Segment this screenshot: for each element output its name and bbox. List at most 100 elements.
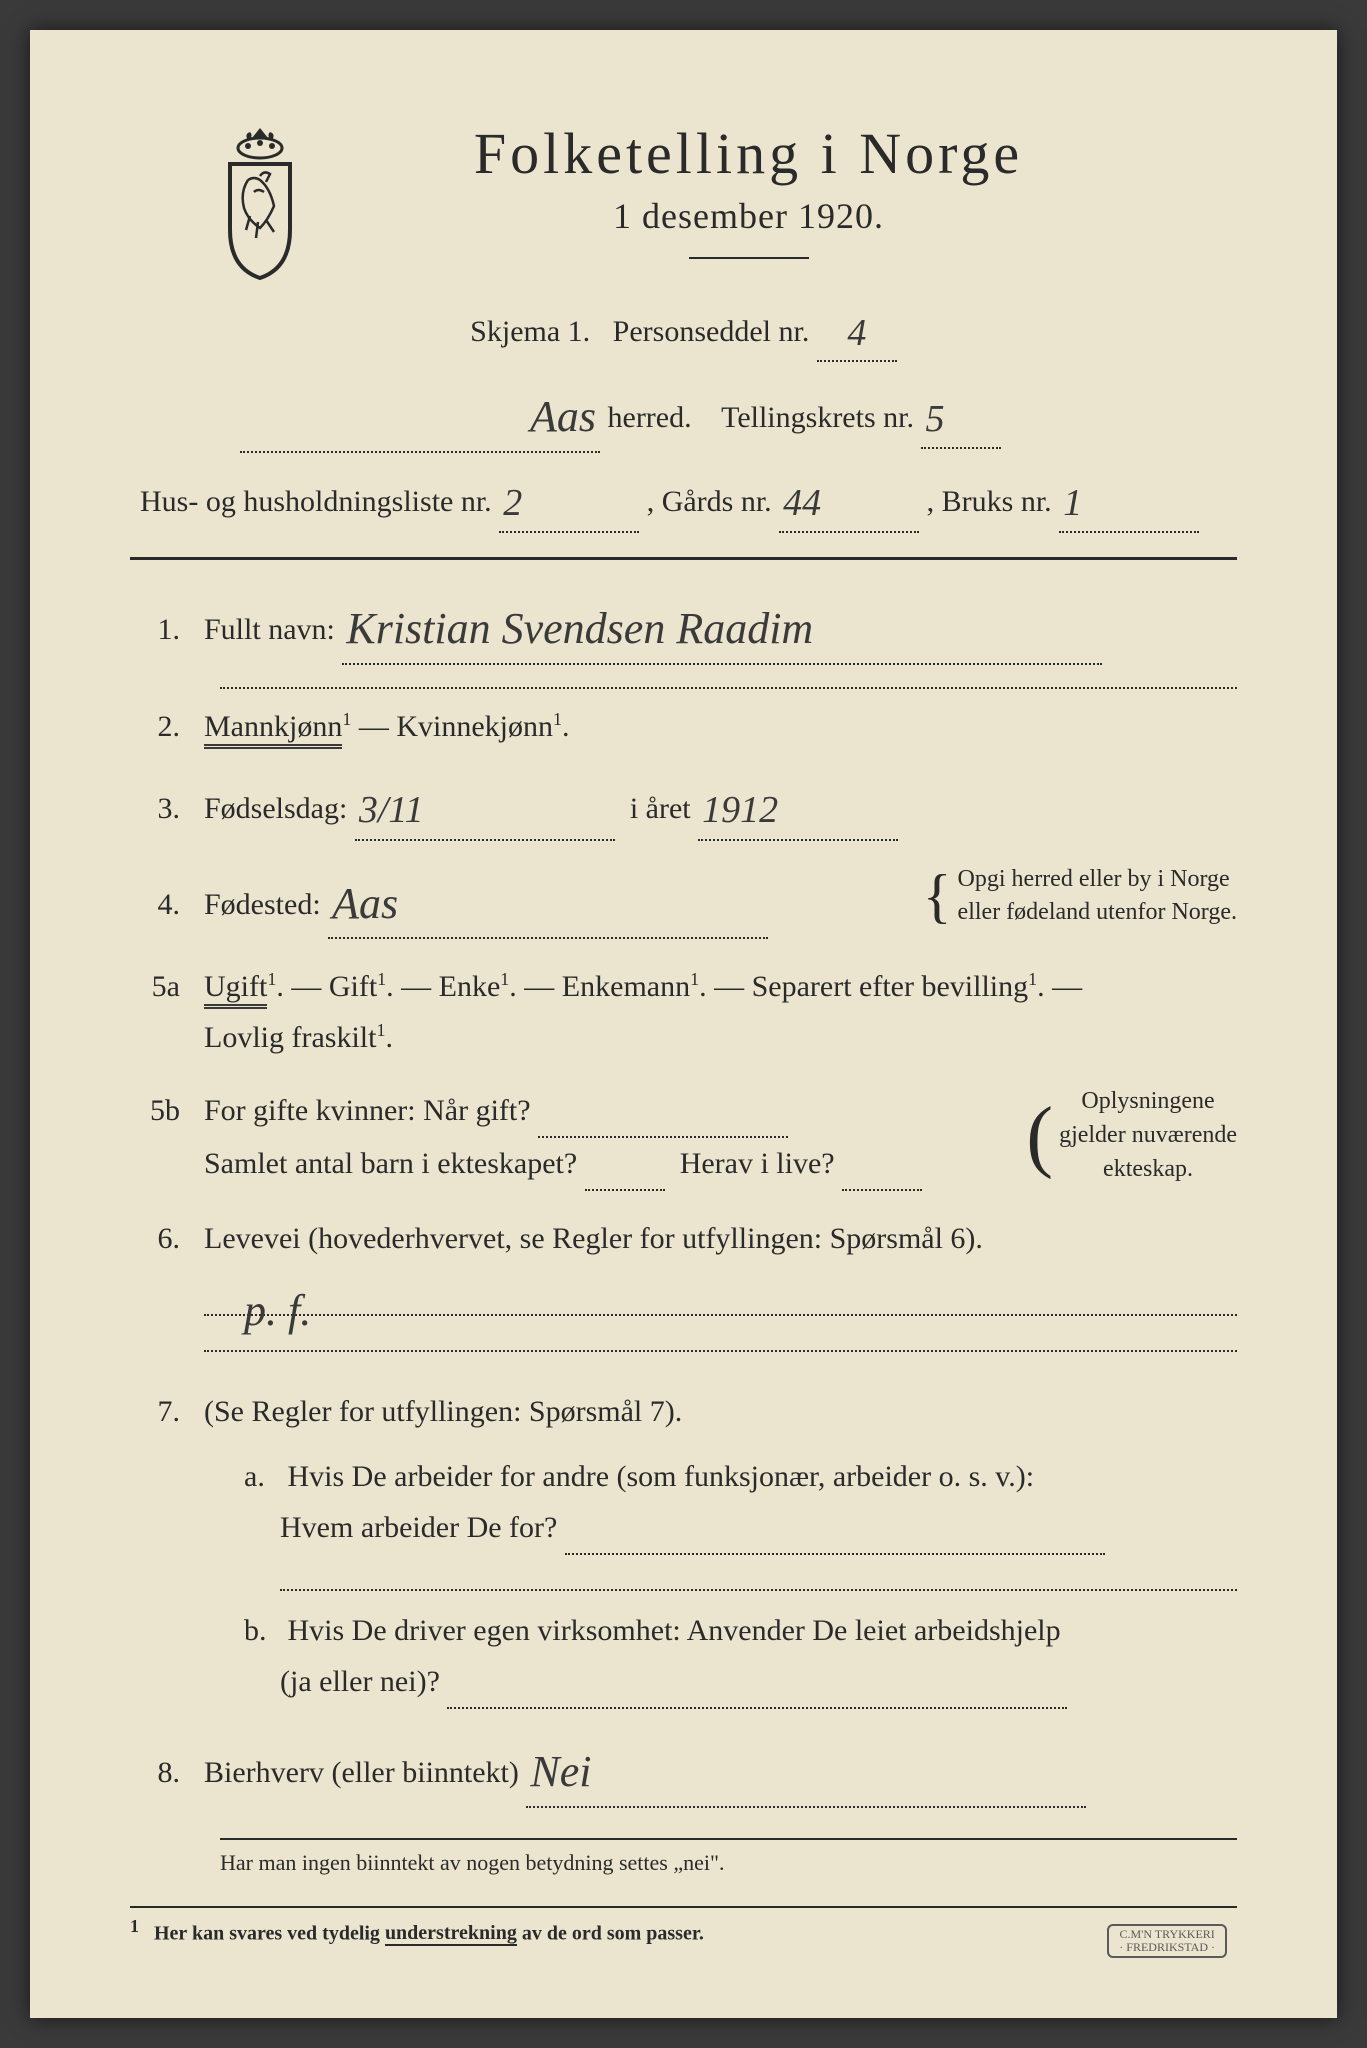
page-title: Folketelling i Norge [360,120,1137,187]
q5b-row: 5b For gifte kvinner: Når gift? Samlet a… [130,1085,1237,1191]
q7b-letter: b. [244,1605,280,1656]
husliste-label: Hus- og husholdningsliste nr. [140,485,492,518]
q2-sup2: 1 [553,709,562,729]
gards-nr: 44 [783,482,821,524]
census-form-page: Folketelling i Norge 1 desember 1920. Sk… [30,30,1337,2018]
printer-stamp: C.M'N TRYKKERI · FREDRIKSTAD · [1107,1924,1227,1958]
fn-mid: av [517,1922,547,1944]
q2-sup1: 1 [342,709,351,729]
q2-male: Mannkjønn [204,710,342,749]
bruks-nr: 1 [1063,482,1082,524]
paren-icon: ( [1026,1104,1053,1168]
q7-label: (Se Regler for utfyllingen: Spørsmål 7). [204,1395,682,1428]
header: Folketelling i Norge 1 desember 1920. [200,120,1237,289]
q2-row: 2. Mannkjønn1 — Kvinnekjønn1. [130,701,1237,752]
fn-num: 1 [130,1916,139,1936]
gards-label: , Gårds nr. [647,485,772,518]
q7b-l2: (ja eller nei)? [280,1665,440,1698]
q3-day: 3/11 [359,789,424,831]
q5a-ugift: Ugift [204,970,267,1009]
q6-num: 6. [130,1222,180,1256]
q5b-l2a: Samlet antal barn i ekteskapet? [204,1147,577,1180]
q5a-separert: Separert efter bevilling [752,970,1029,1003]
stamp-l1: C.M'N TRYKKERI [1119,1927,1214,1941]
q7-row: 7. (Se Regler for utfyllingen: Spørsmål … [130,1386,1237,1709]
q5a-enke: Enke [439,970,501,1003]
q8-value: Nei [530,1747,591,1796]
q4-label: Fødested: [204,888,321,921]
schema-label: Skjema 1. [470,315,590,348]
tellingskrets-label: Tellingskrets nr. [721,401,914,434]
bruks-label: , Bruks nr. [927,485,1052,518]
tellingskrets-nr: 5 [925,398,944,440]
q2-female: Kvinnekjønn [396,710,553,743]
personseddel-label: Personseddel nr. [613,315,810,348]
q1-num: 1. [130,613,180,647]
coat-of-arms-icon [200,120,320,280]
q7b-l1: Hvis De driver egen virksomhet: Anvender… [288,1614,1061,1647]
herred-label: herred. [608,401,692,434]
q5b-note-l2: gjelder nuværende [1059,1122,1237,1148]
q5b-l1: For gifte kvinner: Når gift? [204,1094,531,1127]
q2-num: 2. [130,710,180,744]
q5a-enkemann: Enkemann [562,970,690,1003]
q7a: a. Hvis De arbeider for andre (som funks… [244,1451,1237,1591]
footnote-1: 1 Her kan svares ved tydelig understrekn… [130,1906,1237,1946]
q3-label: Fødselsdag: [204,792,347,825]
q8-row: 8. Bierhverv (eller biinntekt) Nei [130,1731,1237,1808]
questions-block: 1. Fullt navn: Kristian Svendsen Raadim … [130,588,1237,1808]
schema-row: Skjema 1. Personseddel nr. 4 [130,299,1237,362]
q5b-l2b: Herav i live? [680,1147,835,1180]
q3-num: 3. [130,792,180,826]
q1-line2 [220,687,1237,689]
q1-label: Fullt navn: [204,613,335,646]
q7b: b. Hvis De driver egen virksomhet: Anven… [244,1605,1237,1709]
q5b-note: ( Oplysningene gjelder nuværende ekteska… [1026,1085,1237,1186]
q3-year-label: i året [630,792,691,825]
brace-icon: { [923,872,952,920]
personseddel-nr: 4 [847,312,866,354]
q4-note-l1: Opgi herred eller by i Norge [958,866,1230,892]
q1-value: Kristian Svendsen Raadim [346,604,813,653]
title-divider [689,257,809,259]
q3-row: 3. Fødselsdag: 3/11 i året 1912 [130,774,1237,841]
divider-top [130,557,1237,560]
q5b-note-l1: Oplysningene [1081,1088,1214,1114]
q6-label: Levevei (hovederhvervet, se Regler for u… [204,1222,983,1255]
herred-row: Aas herred. Tellingskrets nr. 5 [240,376,1237,453]
meta-block: Skjema 1. Personseddel nr. 4 Aas herred.… [130,299,1237,533]
q5a-fraskilt: Lovlig fraskilt [204,1021,376,1054]
fn-bold1: understrekning [385,1922,517,1946]
q6-value: p. f. [244,1274,311,1349]
q4-note-l2: eller fødeland utenfor Norge. [958,899,1237,925]
husliste-nr: 2 [503,482,522,524]
q1-row: 1. Fullt navn: Kristian Svendsen Raadim [130,588,1237,665]
title-block: Folketelling i Norge 1 desember 1920. [360,120,1237,289]
footer-rule [220,1838,1237,1840]
herred-name: Aas [530,392,596,441]
q4-num: 4. [130,888,180,922]
q4-row: 4. Fødested: Aas { Opgi herred eller by … [130,863,1237,940]
fn-bold2: de ord som passer. [547,1922,704,1944]
q8-label: Bierhverv (eller biinntekt) [204,1756,519,1789]
q2-dash: — [351,710,396,743]
footer-note: Har man ingen biinntekt av nogen betydni… [220,1850,1237,1876]
house-list-row: Hus- og husholdningsliste nr. 2 , Gårds … [130,467,1237,534]
q4-note: { Opgi herred eller by i Norge eller fød… [923,863,1237,930]
crest-svg [200,120,320,280]
q5a-num: 5a [130,970,180,1004]
q5b-num: 5b [130,1094,180,1128]
page-subtitle: 1 desember 1920. [360,195,1137,237]
q7a-l1: Hvis De arbeider for andre (som funksjon… [288,1460,1035,1493]
q5a-row: 5a Ugift1. — Gift1. — Enke1. — Enkemann1… [130,961,1237,1063]
q5b-note-l3: ekteskap. [1103,1156,1193,1182]
q6-row: 6. Levevei (hovederhvervet, se Regler fo… [130,1213,1237,1364]
q4-value: Aas [332,879,398,928]
fn-text: Her kan svares ved tydelig [154,1922,385,1944]
q7a-line2 [280,1589,1237,1591]
q5a-gift: Gift [329,970,377,1003]
stamp-l2: · FREDRIKSTAD · [1119,1940,1215,1954]
q7-num: 7. [130,1395,180,1429]
q7a-l2: Hvem arbeider De for? [280,1511,557,1544]
q6-line2 [204,1350,1237,1352]
